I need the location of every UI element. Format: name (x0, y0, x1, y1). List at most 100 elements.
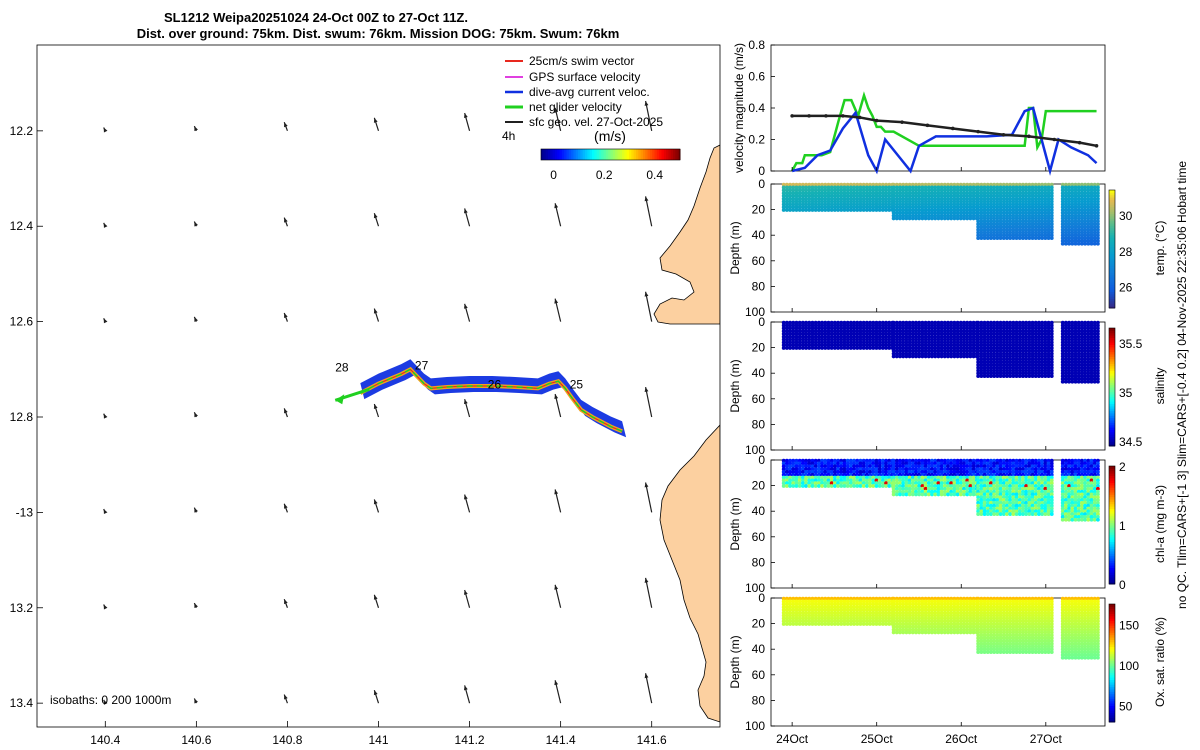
section-data-point (1008, 216, 1013, 221)
section-data-point (1049, 202, 1054, 207)
section-data-point (920, 216, 925, 221)
section-data-point (1040, 222, 1045, 226)
section-data-point (1070, 230, 1075, 235)
section-data-point (1033, 224, 1038, 229)
day-label: 26 (488, 377, 502, 391)
section-data-point (1080, 188, 1084, 193)
section-data-point (877, 196, 882, 201)
section-data-point (1070, 188, 1075, 193)
section-data-point (820, 194, 824, 198)
section-data-point (810, 194, 815, 198)
section-data-point (852, 182, 856, 187)
sfc-velocity-point (857, 115, 862, 120)
depth-tick-label: 80 (752, 279, 766, 293)
section-data-point (1060, 199, 1065, 204)
section-data-point (992, 194, 997, 198)
section-data-point (933, 185, 938, 190)
section-data-point (813, 194, 818, 198)
section-data-point (1080, 216, 1084, 221)
section-data-point (1076, 239, 1081, 243)
section-data-point (976, 185, 981, 190)
section-data-point (1076, 233, 1081, 238)
section-data-point (884, 185, 888, 190)
section-data-point (952, 202, 957, 207)
chart-title-line1: SL1212 Weipa20251024 24-Oct 00Z to 27-Oc… (164, 10, 468, 25)
section-data-point (848, 185, 853, 190)
section-data-point (1037, 210, 1041, 215)
section-data-point (794, 185, 799, 190)
section-data-point (1073, 191, 1078, 195)
section-data-point (1005, 199, 1009, 204)
section-data-point (1037, 216, 1041, 221)
section-data-point (880, 188, 885, 193)
section-data-point (901, 188, 906, 193)
section-data-point (962, 216, 966, 221)
sfc-vector-head (554, 489, 559, 495)
section-data-point (917, 216, 922, 221)
section-data-point (788, 205, 792, 210)
section-data-point (982, 208, 987, 212)
section-data-point (1008, 205, 1013, 210)
section-data-point (917, 182, 922, 187)
section-data-point (965, 185, 970, 190)
sfc-vector-head (463, 208, 468, 214)
section-data-point (901, 213, 906, 218)
depth-tick-label: 40 (752, 504, 766, 518)
dive-avg-current-fan (360, 359, 627, 438)
section-data-point (1046, 194, 1051, 198)
section-data-point (1008, 210, 1013, 215)
section-data-point (1024, 202, 1029, 207)
section-data-point (1043, 213, 1048, 218)
section-data-point (910, 213, 915, 218)
section-data-point (1067, 205, 1072, 210)
legend-item-dive-avg: dive-avg current veloc. (505, 85, 650, 99)
section-data-point (1086, 241, 1091, 246)
colorbar-tick-label: 0.2 (596, 168, 613, 182)
section-ylabel: Depth (m) (728, 359, 742, 412)
section-data-point (861, 182, 866, 187)
section-data-point (832, 196, 837, 201)
section-data-point (1040, 188, 1045, 193)
section-data-point (904, 208, 909, 212)
section-data-point (965, 191, 970, 195)
section-data-point (839, 188, 844, 193)
section-data-point (1080, 219, 1084, 224)
section-data-point (985, 233, 990, 238)
section-data-point (858, 205, 863, 210)
section-data-point (791, 182, 796, 187)
section-data-point (995, 205, 1000, 210)
section-data-point (1076, 227, 1081, 232)
section-data-point (836, 208, 840, 212)
section-data-point (1027, 210, 1032, 215)
surface-velocity-vectors (103, 100, 653, 705)
section-data-point (1030, 230, 1035, 235)
section-data-point (861, 188, 866, 193)
section-data-point (832, 185, 837, 190)
section-data-point (1024, 230, 1029, 235)
section-data-point (1024, 199, 1029, 204)
section-data-point (989, 210, 993, 215)
section-data-point (1005, 230, 1009, 235)
section-data-point (874, 208, 879, 212)
section-data-point (946, 191, 950, 195)
section-data-point (992, 208, 997, 212)
section-data-point (907, 196, 912, 201)
section-data-point (965, 196, 970, 201)
section-data-point (1064, 208, 1068, 212)
section-data-point (1070, 213, 1075, 218)
section-data-point (861, 208, 866, 212)
colorbar-tick-label: 0 (550, 168, 557, 182)
section-data-point (1067, 222, 1072, 226)
sfc-vector-head (373, 690, 378, 696)
section-colorbar-tick-label: 35 (1119, 386, 1133, 400)
section-data-point (1049, 222, 1054, 226)
section-data-point (939, 208, 944, 212)
section-data-point (914, 182, 918, 187)
map-y-tick-label: 13.4 (10, 696, 34, 710)
section-data-point (1064, 202, 1068, 207)
section-data-point (979, 202, 984, 207)
section-data-point (982, 194, 987, 198)
section-data-point (781, 185, 786, 190)
section-data-point (1017, 219, 1022, 224)
section-data-point (836, 191, 840, 195)
